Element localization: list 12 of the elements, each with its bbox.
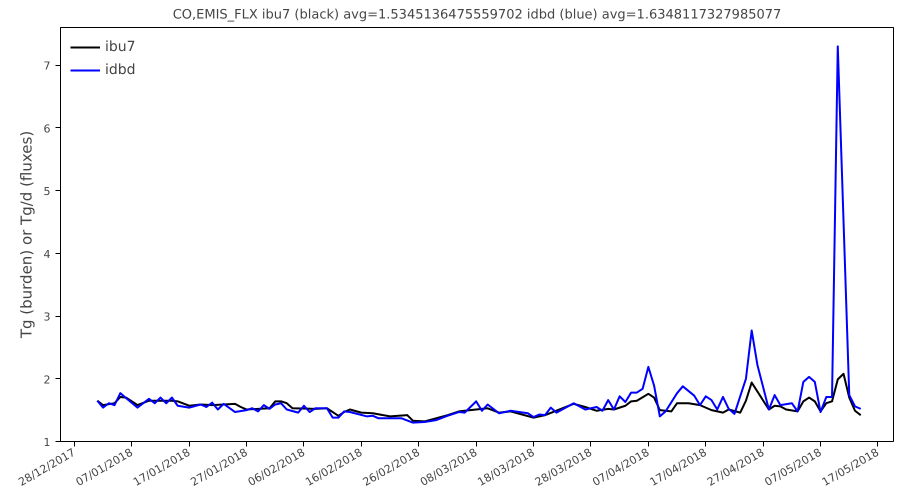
chart-title: CO,EMIS_FLX ibu7 (black) avg=1.5345136475559702 idbd (blue) avg=1.6348117327985077 bbox=[172, 8, 782, 22]
y-tick-label: 5 bbox=[44, 185, 50, 198]
line-series bbox=[96, 372, 862, 422]
y-tick-label: 4 bbox=[44, 248, 50, 261]
y-tick-label: 6 bbox=[44, 122, 50, 136]
y-tick-label: 2 bbox=[44, 373, 50, 386]
legend-label: idbd bbox=[105, 62, 136, 78]
y-tick-label: 1 bbox=[44, 436, 50, 449]
legend-label: ibu7 bbox=[105, 39, 136, 55]
y-axis-title: Tg (burden) or Tg/d (fluxes) bbox=[18, 130, 36, 340]
y-tick-label: 3 bbox=[44, 310, 50, 324]
y-tick-label: 7 bbox=[44, 60, 50, 73]
